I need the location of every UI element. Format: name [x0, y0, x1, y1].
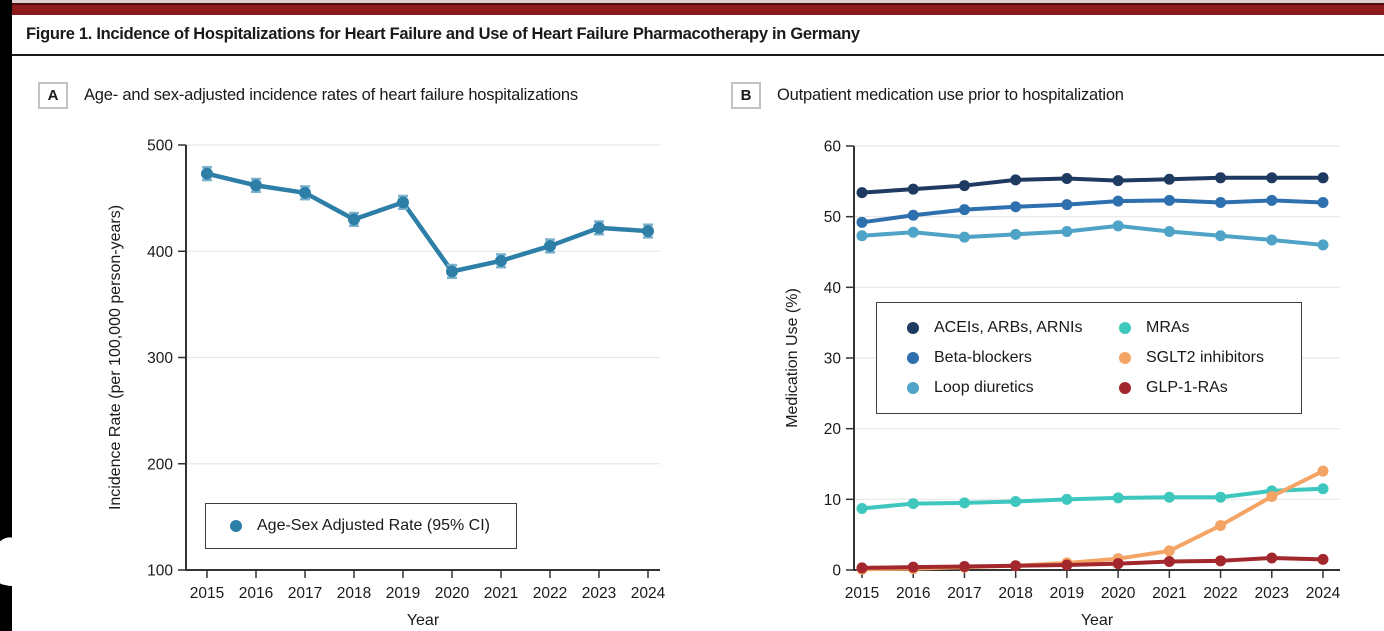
svg-text:2023: 2023	[1255, 585, 1289, 602]
svg-text:Incidence Rate (per 100,000 pe: Incidence Rate (per 100,000 person-years…	[107, 205, 124, 510]
svg-text:40: 40	[824, 280, 842, 297]
sglt2-legend-marker-icon	[1119, 352, 1131, 364]
svg-text:10: 10	[824, 492, 842, 509]
age-sex-rate-legend-marker-icon	[230, 520, 242, 532]
mras-legend-label: MRAs	[1146, 319, 1190, 336]
panel-a-header: A Age- and sex-adjusted incidence rates …	[38, 82, 578, 109]
svg-text:2019: 2019	[386, 585, 420, 602]
journal-red-bar	[0, 3, 1384, 15]
aceis-legend-label: ACEIs, ARBs, ARNIs	[934, 319, 1083, 336]
glp1-legend-label: GLP-1-RAs	[1146, 379, 1228, 396]
svg-text:2024: 2024	[1306, 585, 1341, 602]
legend-item-aceis: ACEIs, ARBs, ARNIs	[907, 319, 1119, 337]
top-thin-line	[0, 0, 1384, 3]
svg-text:2015: 2015	[190, 585, 224, 602]
svg-text:2022: 2022	[1203, 585, 1237, 602]
svg-text:2015: 2015	[845, 585, 879, 602]
panel-b-badge: B	[731, 82, 761, 109]
svg-text:2019: 2019	[1050, 585, 1084, 602]
svg-text:50: 50	[824, 209, 842, 226]
svg-text:200: 200	[147, 456, 173, 473]
age-sex-rate-legend-label: Age-Sex Adjusted Rate (95% CI)	[257, 517, 491, 534]
legend-item-mras: MRAs	[1119, 319, 1301, 337]
panel-b-title: Outpatient medication use prior to hospi…	[777, 86, 1124, 104]
svg-text:2023: 2023	[582, 585, 616, 602]
svg-text:300: 300	[147, 350, 173, 367]
svg-text:2020: 2020	[435, 585, 470, 602]
svg-text:2016: 2016	[239, 585, 273, 602]
svg-text:2021: 2021	[484, 585, 518, 602]
panel-a-badge: A	[38, 82, 68, 109]
panel-b-header: B Outpatient medication use prior to hos…	[731, 82, 1124, 109]
left-black-strip	[0, 0, 12, 631]
svg-text:2022: 2022	[533, 585, 567, 602]
svg-text:2016: 2016	[896, 585, 930, 602]
aceis-legend-marker-icon	[907, 322, 919, 334]
glp1-legend-marker-icon	[1119, 382, 1131, 394]
svg-text:500: 500	[147, 138, 173, 155]
legend-item-beta-blockers: Beta-blockers	[907, 349, 1119, 367]
svg-text:0: 0	[832, 563, 841, 580]
svg-text:2021: 2021	[1152, 585, 1186, 602]
mras-legend-marker-icon	[1119, 322, 1131, 334]
loop-diuretics-legend-marker-icon	[907, 382, 919, 394]
panel-a-title: Age- and sex-adjusted incidence rates of…	[84, 86, 578, 104]
beta-blockers-legend-marker-icon	[907, 352, 919, 364]
beta-blockers-legend-label: Beta-blockers	[934, 349, 1032, 366]
svg-text:60: 60	[824, 139, 842, 156]
svg-text:2017: 2017	[288, 585, 322, 602]
svg-text:2020: 2020	[1101, 585, 1136, 602]
legend-item-loop-diuretics: Loop diuretics	[907, 379, 1119, 397]
svg-text:2018: 2018	[337, 585, 371, 602]
loop-diuretics-legend-label: Loop diuretics	[934, 379, 1034, 396]
legend-item-glp1: GLP-1-RAs	[1119, 379, 1301, 397]
incidence-legend: Age-Sex Adjusted Rate (95% CI)	[205, 503, 517, 549]
sglt2-legend-label: SGLT2 inhibitors	[1146, 349, 1264, 366]
incidence-chart-svg: 100 200 300 400 500 2015 2016 2017 2018 2019 2020 2…	[107, 138, 666, 630]
legend-item-sglt2: SGLT2 inhibitors	[1119, 349, 1301, 367]
svg-text:Medication Use (%): Medication Use (%)	[784, 288, 801, 428]
figure-title: Figure 1. Incidence of Hospitalizations …	[26, 25, 860, 43]
svg-text:2024: 2024	[631, 585, 666, 602]
svg-text:2018: 2018	[998, 585, 1032, 602]
svg-text:2017: 2017	[947, 585, 981, 602]
svg-text:100: 100	[147, 563, 173, 580]
svg-text:400: 400	[147, 244, 173, 261]
title-divider	[12, 54, 1384, 56]
medication-legend: ACEIs, ARBs, ARNIs Beta-blockers Loop di…	[876, 302, 1302, 414]
svg-text:20: 20	[824, 421, 842, 438]
svg-text:Year: Year	[1081, 612, 1114, 629]
svg-text:30: 30	[824, 351, 842, 368]
ink-blob-artifact	[0, 534, 37, 590]
svg-text:Year: Year	[407, 612, 440, 629]
medication-chart-svg: 0 10 20 30 40 50 60 2015 2016 2017 2018 2019 2020 202…	[784, 139, 1341, 630]
